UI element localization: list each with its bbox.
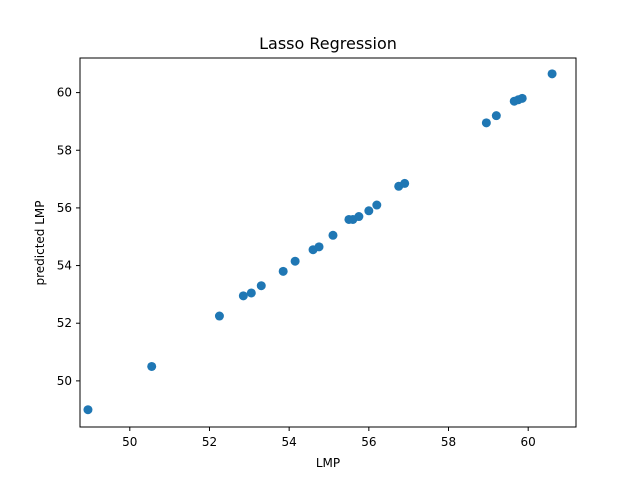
data-point-18 [482, 118, 491, 127]
chart-title: Lasso Regression [259, 34, 397, 53]
data-point-23 [548, 69, 557, 78]
x-tick-label-5: 60 [521, 435, 536, 449]
y-tick-label-2: 54 [57, 259, 72, 273]
data-point-9 [315, 242, 324, 251]
y-tick-label-3: 56 [57, 201, 72, 215]
data-point-6 [279, 267, 288, 276]
data-point-19 [492, 111, 501, 120]
x-tick-label-3: 56 [361, 435, 376, 449]
x-axis-label: LMP [316, 456, 340, 470]
y-tick-label-0: 50 [57, 374, 72, 388]
x-tick-label-2: 54 [282, 435, 297, 449]
x-tick-label-0: 50 [122, 435, 137, 449]
data-point-3 [239, 291, 248, 300]
data-point-5 [257, 281, 266, 290]
plot-frame [80, 58, 576, 427]
data-point-15 [372, 201, 381, 210]
y-axis-ticks: 50 52 54 56 58 60 [57, 86, 80, 388]
data-point-7 [291, 257, 300, 266]
data-point-10 [328, 231, 337, 240]
data-point-4 [247, 288, 256, 297]
data-point-0 [83, 405, 92, 414]
data-point-13 [354, 212, 363, 221]
data-point-14 [364, 206, 373, 215]
y-tick-label-5: 60 [57, 86, 72, 100]
data-point-2 [215, 312, 224, 321]
data-point-1 [147, 362, 156, 371]
data-point-17 [400, 179, 409, 188]
y-axis-label: predicted LMP [33, 200, 47, 285]
x-tick-label-4: 58 [441, 435, 456, 449]
x-tick-label-1: 52 [202, 435, 217, 449]
y-tick-label-4: 58 [57, 143, 72, 157]
y-tick-label-1: 52 [57, 316, 72, 330]
data-point-22 [518, 94, 527, 103]
x-axis-ticks: 50 52 54 56 58 60 [122, 427, 536, 449]
data-points [83, 69, 556, 414]
